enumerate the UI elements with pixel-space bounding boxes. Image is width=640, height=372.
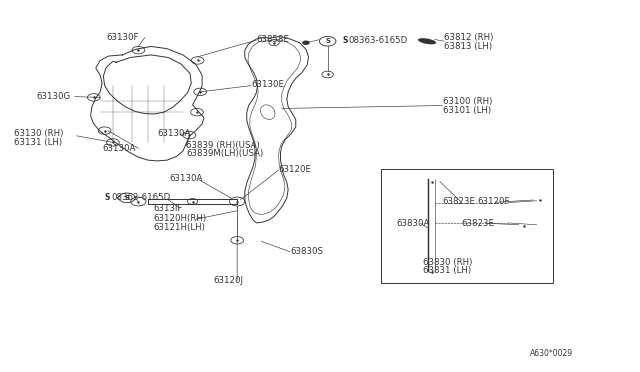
Text: 63120J: 63120J	[214, 276, 244, 285]
Text: 6313lF: 6313lF	[153, 203, 182, 213]
Text: S: S	[342, 36, 348, 45]
Circle shape	[302, 41, 310, 45]
Text: 63130E: 63130E	[251, 80, 284, 89]
Text: 63858E: 63858E	[256, 35, 289, 44]
Text: A630*0029: A630*0029	[531, 350, 573, 359]
Text: 63830 (RH): 63830 (RH)	[423, 258, 472, 267]
Text: 63812 (RH): 63812 (RH)	[444, 33, 493, 42]
Text: 63130 (RH): 63130 (RH)	[14, 129, 63, 138]
Text: 08363-6165D: 08363-6165D	[111, 193, 170, 202]
Text: 63101 (LH): 63101 (LH)	[443, 106, 491, 115]
Text: 63830A: 63830A	[396, 219, 430, 228]
Text: 63130A: 63130A	[169, 174, 202, 183]
Text: S: S	[124, 195, 129, 201]
Text: 63121H(LH): 63121H(LH)	[153, 223, 205, 232]
Text: 08363-6165D: 08363-6165D	[349, 36, 408, 45]
Text: 63831 (LH): 63831 (LH)	[423, 266, 471, 275]
Text: S: S	[325, 38, 330, 44]
Text: 63130G: 63130G	[36, 92, 70, 101]
Text: 63839 (RH)(USA): 63839 (RH)(USA)	[186, 141, 260, 150]
Text: 63823E: 63823E	[442, 198, 476, 206]
Text: 63120F: 63120F	[477, 198, 510, 206]
Ellipse shape	[418, 38, 436, 44]
Text: 63839M(LH)(USA): 63839M(LH)(USA)	[186, 150, 264, 158]
Text: 63120E: 63120E	[278, 165, 312, 174]
Text: 63100 (RH): 63100 (RH)	[443, 97, 492, 106]
Text: S: S	[104, 193, 110, 202]
Text: 63120H(RH): 63120H(RH)	[153, 214, 206, 223]
Text: 63130A: 63130A	[157, 129, 191, 138]
Text: 63813 (LH): 63813 (LH)	[444, 42, 492, 51]
Text: 63830S: 63830S	[290, 247, 323, 256]
Text: 63130F: 63130F	[106, 33, 139, 42]
Text: 63823E: 63823E	[461, 219, 495, 228]
Text: 63131 (LH): 63131 (LH)	[14, 138, 62, 147]
Text: 63130A: 63130A	[102, 144, 136, 153]
Bar	[381, 169, 552, 283]
